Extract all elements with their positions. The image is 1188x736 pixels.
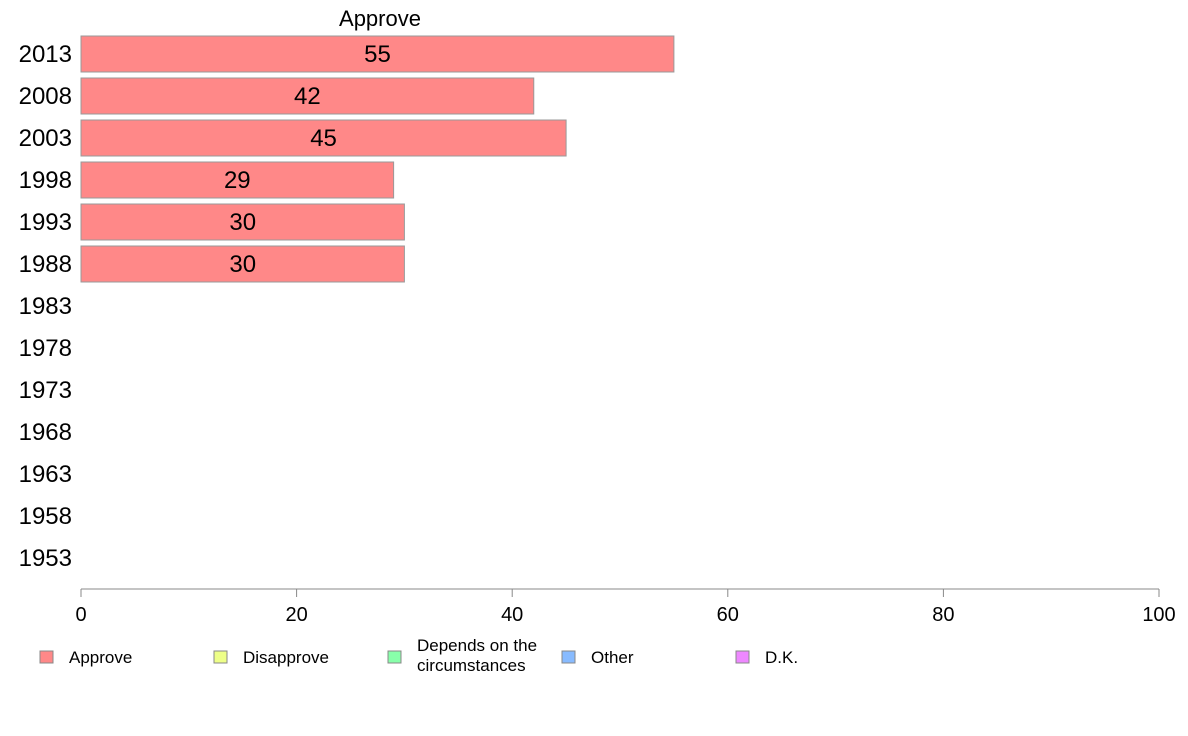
bar-value-label: 42 bbox=[294, 83, 321, 110]
y-tick-label: 1993 bbox=[19, 209, 72, 236]
legend-label: Other bbox=[591, 648, 634, 667]
y-tick-label: 2013 bbox=[19, 41, 72, 68]
x-tick-label: 0 bbox=[75, 604, 86, 626]
x-tick-label: 60 bbox=[717, 604, 739, 626]
bar bbox=[80, 77, 535, 115]
bars-group bbox=[80, 35, 675, 283]
bar-value-label: 45 bbox=[310, 125, 337, 152]
legend-label: Disapprove bbox=[243, 648, 329, 667]
y-tick-label: 2003 bbox=[19, 125, 72, 152]
y-tick-label: 1978 bbox=[19, 335, 72, 362]
y-tick-label: 1983 bbox=[19, 293, 72, 320]
bar-labels-group: 55 42 45 29 30 30 bbox=[224, 41, 391, 278]
x-tick-label: 100 bbox=[1142, 604, 1175, 626]
x-tick-label: 20 bbox=[285, 604, 307, 626]
y-tick-label: 1988 bbox=[19, 251, 72, 278]
bar bbox=[80, 245, 405, 283]
bar bbox=[80, 35, 675, 73]
legend-label: Depends on the circumstances bbox=[417, 636, 537, 675]
legend-swatch bbox=[213, 650, 228, 664]
bar-value-label: 55 bbox=[364, 41, 391, 68]
y-tick-label: 1963 bbox=[19, 461, 72, 488]
legend-swatch bbox=[561, 650, 576, 664]
bar bbox=[80, 203, 405, 241]
x-axis: 0 20 40 60 80 100 bbox=[75, 588, 1176, 626]
legend-swatch bbox=[387, 650, 402, 664]
x-tick-label: 40 bbox=[501, 604, 523, 626]
bar bbox=[80, 161, 395, 199]
bar-value-label: 30 bbox=[229, 251, 256, 278]
legend-label: Approve bbox=[69, 648, 132, 667]
bar-value-label: 30 bbox=[229, 209, 256, 236]
y-tick-label: 1973 bbox=[19, 377, 72, 404]
y-tick-label: 2008 bbox=[19, 83, 72, 110]
y-tick-label: 1998 bbox=[19, 167, 72, 194]
legend: Approve Disapprove Depends on the circumsta… bbox=[39, 636, 798, 675]
y-tick-label: 1953 bbox=[19, 545, 72, 572]
x-tick-label: 80 bbox=[932, 604, 954, 626]
y-tick-label: 1968 bbox=[19, 419, 72, 446]
legend-label: D.K. bbox=[765, 648, 798, 667]
series-top-label: Approve bbox=[339, 6, 421, 31]
bar bbox=[80, 119, 567, 157]
legend-swatch bbox=[735, 650, 750, 664]
legend-swatch bbox=[39, 650, 54, 664]
y-tick-label: 1958 bbox=[19, 503, 72, 530]
bar-value-label: 29 bbox=[224, 167, 251, 194]
y-axis-labels: 2013 2008 2003 1998 1993 1988 1983 1978 1973 1968… bbox=[19, 41, 72, 572]
